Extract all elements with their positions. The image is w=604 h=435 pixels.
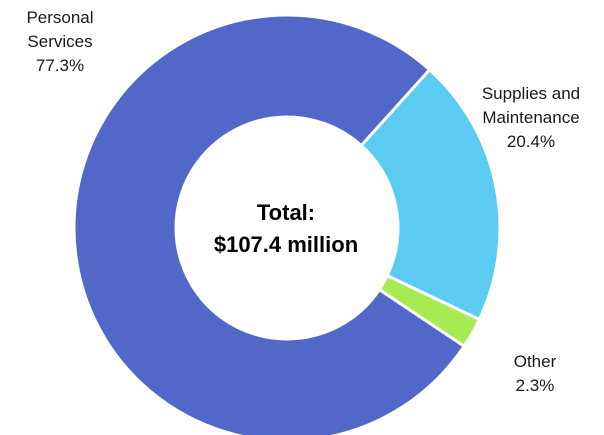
label-personal-services: Personal Services 77.3%	[0, 6, 120, 78]
label-personal-services-name-1: Personal	[26, 8, 94, 27]
center-total-label: Total: $107.4 million	[186, 197, 386, 261]
label-supplies-maintenance-name-1: Supplies and	[481, 84, 581, 103]
slice-supplies-and-maintenance	[359, 67, 502, 322]
center-total-line1: Total:	[256, 200, 316, 225]
label-personal-services-name-2: Services	[27, 32, 93, 51]
center-total-line2: $107.4 million	[213, 232, 359, 257]
label-other: Other 2.3%	[495, 350, 575, 398]
label-supplies-maintenance-value: 20.4%	[506, 132, 556, 151]
label-other-name: Other	[513, 352, 557, 371]
label-supplies-maintenance: Supplies and Maintenance 20.4%	[458, 82, 604, 154]
slice-personal-services	[72, 13, 467, 435]
label-personal-services-value: 77.3%	[35, 56, 85, 75]
label-other-value: 2.3%	[515, 376, 555, 395]
label-supplies-maintenance-name-2: Maintenance	[482, 108, 580, 127]
